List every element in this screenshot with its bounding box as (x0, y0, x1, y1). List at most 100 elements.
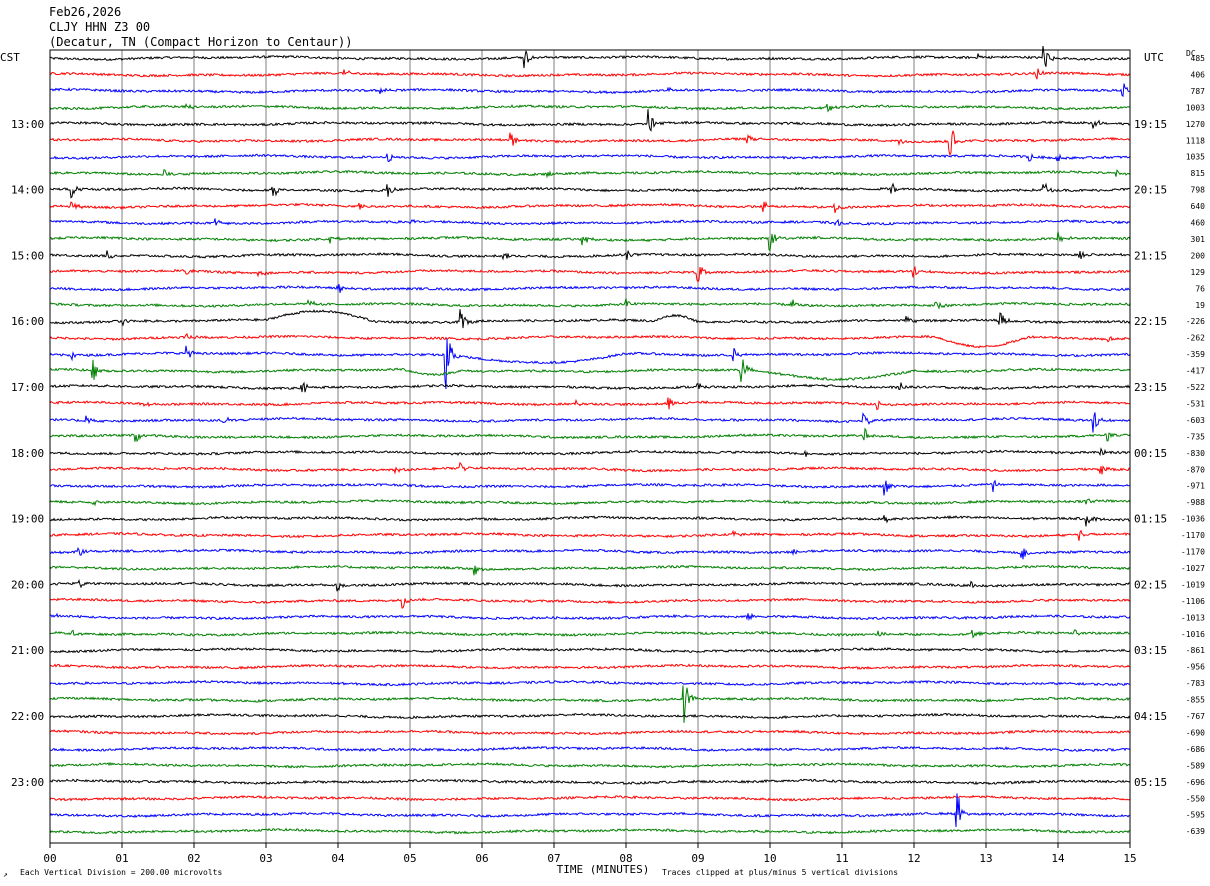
dc-offset-19: -417 (1186, 367, 1205, 376)
x-tick-label-00: 00 (43, 852, 56, 865)
hour-labels: 13:00 14:00 15:00 16:00 17:00 18:00 19:00 20:00… (11, 118, 1167, 789)
trace-13 (49, 265, 1131, 283)
trace-9 (49, 200, 1131, 214)
left-zone-label: CST (0, 51, 20, 64)
right-hour-04:15: 04:15 (1134, 710, 1167, 723)
x-tick-label-04: 04 (331, 852, 345, 865)
dc-offset-12: 200 (1191, 251, 1206, 260)
trace-41 (49, 729, 1131, 736)
dc-offset-32: -1019 (1181, 580, 1205, 589)
dc-offset-15: 19 (1195, 301, 1205, 310)
x-tick-label-09: 09 (691, 852, 704, 865)
dc-offset-39: -855 (1186, 696, 1205, 705)
dc-offset-46: -595 (1186, 811, 1205, 820)
dc-offset-0: 485 (1191, 54, 1206, 63)
trace-47 (49, 827, 1131, 835)
left-hour-20:00: 20:00 (11, 578, 44, 591)
trace-32 (49, 579, 1131, 592)
trace-35 (49, 629, 1131, 639)
dc-offset-44: -696 (1186, 778, 1205, 787)
dc-offset-42: -686 (1186, 745, 1205, 754)
x-tick-label-10: 10 (763, 852, 776, 865)
trace-27 (49, 498, 1131, 507)
left-hour-15:00: 15:00 (11, 249, 44, 262)
dc-offset-13: 129 (1191, 268, 1206, 277)
trace-16 (49, 309, 1131, 329)
x-tick-label-12: 12 (907, 852, 920, 865)
dc-offset-27: -988 (1186, 498, 1205, 507)
dc-offset-30: -1170 (1181, 548, 1205, 557)
dc-offset-43: -589 (1186, 761, 1205, 770)
trace-44 (49, 778, 1131, 786)
right-hour-01:15: 01:15 (1134, 513, 1167, 526)
x-tick-label-03: 03 (259, 852, 272, 865)
corner-mark: ↗ (3, 870, 8, 879)
dc-offset-labels: 485 406 787 1003 1270 1118 1035 815 798 640 460 301… (1181, 54, 1205, 836)
trace-15 (49, 298, 1131, 310)
x-tick-label-06: 06 (475, 852, 488, 865)
dc-offset-21: -531 (1186, 399, 1205, 408)
trace-6 (49, 152, 1131, 163)
trace-29 (49, 529, 1131, 541)
trace-18 (49, 338, 1131, 390)
x-tick-label-11: 11 (835, 852, 848, 865)
dc-offset-36: -861 (1186, 646, 1205, 655)
left-hour-23:00: 23:00 (11, 776, 44, 789)
trace-11 (49, 231, 1131, 252)
x-axis-ticks: 00 01 02 03 04 05 06 07 08 09 10 11 12 13 14 15 (43, 843, 1137, 865)
trace-40 (49, 712, 1131, 720)
trace-25 (49, 461, 1131, 475)
dc-offset-16: -226 (1186, 317, 1205, 326)
dc-offset-8: 798 (1191, 186, 1206, 195)
left-hour-18:00: 18:00 (11, 447, 44, 460)
x-tick-label-14: 14 (1051, 852, 1065, 865)
trace-8 (49, 182, 1131, 199)
seismic-traces (49, 45, 1131, 835)
right-hour-00:15: 00:15 (1134, 447, 1167, 460)
dc-offset-33: -1106 (1181, 597, 1205, 606)
station-label: CLJY HHN Z3 00 (49, 20, 150, 34)
dc-offset-1: 406 (1191, 70, 1206, 79)
dc-offset-17: -262 (1186, 334, 1205, 343)
left-hour-16:00: 16:00 (11, 315, 44, 328)
plot-frame (49, 49, 1131, 844)
right-zone-label: UTC (1144, 51, 1164, 64)
dc-offset-29: -1170 (1181, 531, 1205, 540)
left-hour-14:00: 14:00 (11, 184, 44, 197)
trace-17 (49, 333, 1131, 349)
dc-offset-24: -830 (1186, 449, 1205, 458)
trace-34 (49, 612, 1131, 621)
trace-12 (49, 250, 1131, 261)
trace-46 (49, 793, 1131, 827)
right-hour-20:15: 20:15 (1134, 184, 1167, 197)
right-hour-21:15: 21:15 (1134, 249, 1167, 262)
trace-4 (49, 109, 1131, 132)
trace-10 (49, 218, 1131, 227)
dc-offset-18: -359 (1186, 350, 1205, 359)
trace-5 (49, 130, 1131, 157)
trace-39 (49, 685, 1131, 723)
dc-offset-7: 815 (1191, 169, 1206, 178)
trace-0 (49, 45, 1131, 69)
x-tick-label-08: 08 (619, 852, 632, 865)
trace-23 (49, 427, 1131, 443)
date-label: Feb26,2026 (49, 5, 121, 19)
dc-offset-2: 787 (1191, 87, 1206, 96)
x-tick-label-05: 05 (403, 852, 416, 865)
dc-offset-20: -522 (1186, 383, 1205, 392)
location-label: (Decatur, TN (Compact Horizon to Centaur… (49, 35, 352, 49)
left-hour-21:00: 21:00 (11, 644, 44, 657)
dc-offset-25: -870 (1186, 465, 1205, 474)
trace-28 (49, 514, 1131, 527)
trace-19 (49, 359, 1131, 383)
trace-37 (49, 663, 1131, 670)
dc-offset-26: -971 (1186, 482, 1205, 491)
right-hour-05:15: 05:15 (1134, 776, 1167, 789)
trace-31 (49, 564, 1131, 576)
right-hour-23:15: 23:15 (1134, 381, 1167, 394)
dc-offset-3: 1003 (1186, 103, 1205, 112)
trace-45 (49, 794, 1131, 802)
dc-offset-35: -1016 (1181, 630, 1205, 639)
trace-42 (49, 745, 1131, 753)
